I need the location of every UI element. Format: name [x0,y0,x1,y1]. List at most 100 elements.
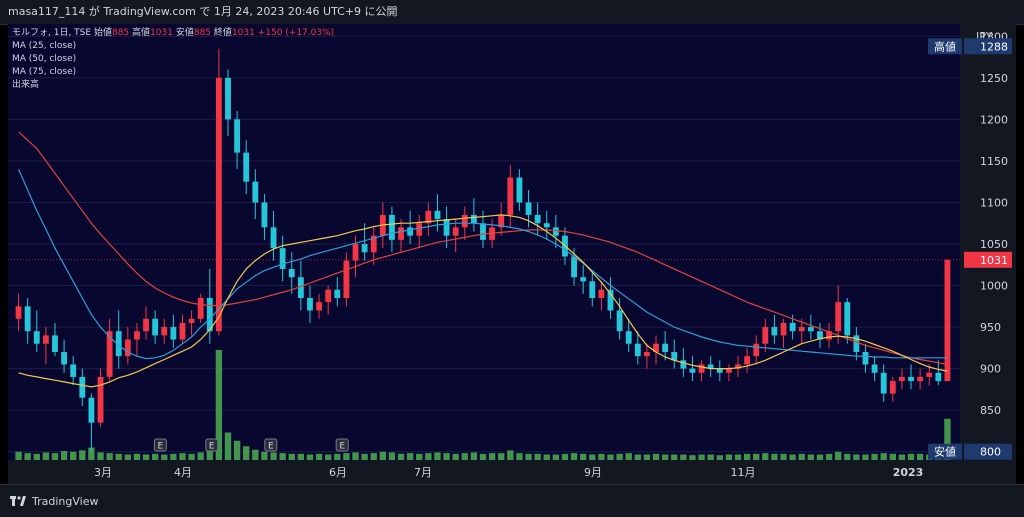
earnings-marker[interactable]: E [335,438,349,452]
volume-bar [79,450,86,460]
volume-bar [379,451,387,460]
volume-bar [853,454,860,460]
tradingview-logo[interactable]: TradingView [10,494,98,508]
candle-body [607,289,614,311]
candle-body [152,318,159,336]
candle-body [143,318,149,332]
moving-averages [18,131,948,388]
legend-ma75[interactable]: MA (75, close) [12,67,77,77]
volume-bar [789,454,796,460]
volume-bar [652,453,660,460]
price-tick: 850 [980,404,1001,417]
earnings-marker[interactable]: E [205,438,219,452]
candle-body [898,376,905,382]
price-tick: 1100 [980,196,1008,209]
ma50-line [18,168,948,360]
candle-body [252,181,259,203]
candle-body [653,343,659,352]
volume-bar [60,451,68,460]
candle-body [498,214,505,228]
candle-body [452,227,459,236]
volume-bar [151,453,159,460]
volume-bar [488,453,496,460]
legend-high-label: 高値 [132,28,151,38]
earnings-marker[interactable]: E [264,438,278,452]
volume-bar [607,454,614,460]
earnings-marker[interactable]: E [153,438,167,452]
volume-bar [889,453,896,460]
candle-body [798,327,805,332]
volume-bar [771,453,778,460]
price-marker: 安値 800 [928,443,1012,460]
legend-ma50[interactable]: MA (50, close) [12,54,77,64]
candle-body [698,364,705,373]
candle-body [197,298,204,319]
volume-bar [370,453,377,460]
volume-bar [798,453,805,460]
candle-body [735,364,741,369]
candle-body [753,343,760,357]
legend-ma25[interactable]: MA (25, close) [12,41,77,51]
price-marker-value: 800 [980,446,1001,459]
candle-body [161,327,168,336]
legend-open-value: 885 [111,28,130,38]
candle-body [880,372,887,394]
volume-bar [516,453,523,460]
candle-body [288,268,295,278]
candle-body [552,227,559,236]
volume-bar [33,453,40,460]
volume-bar [552,454,560,460]
volume-bar [416,453,423,460]
candle-body [853,335,860,352]
candle-body [935,372,942,382]
candle-body [598,289,605,298]
candle-body [826,331,832,340]
legend-close-label: 終値 [213,28,232,38]
volume-bar [461,453,468,460]
legend-low-label: 安値 [175,28,194,38]
legend-volume[interactable]: 出来高 [12,80,40,90]
candle-body [789,322,796,332]
volume-bar [288,453,295,460]
legend-change: +150 (+17.03%) [257,28,335,38]
volume-bar [270,452,277,460]
volume-bar [170,453,177,460]
volume-bar [397,453,405,460]
candle-body [516,177,523,203]
candle-body [744,356,751,365]
legend-symbol: モルフォ, 1日, TSE [12,28,92,38]
candle-body [616,310,623,332]
candle-body [844,302,851,336]
volume-bar [452,453,459,460]
candle-body [443,219,450,236]
candle-body [817,331,823,340]
candle-body [662,343,669,352]
volume-bar [725,454,733,460]
volume-bar [261,451,268,460]
candle-body [407,227,414,236]
ma25-line [18,214,948,388]
candle-body [352,244,359,261]
volume-bar [862,454,869,460]
volume-bar [661,454,669,460]
volume-bar [297,453,305,460]
price-tick: 1000 [980,280,1008,293]
candle-body [889,381,896,394]
price-tick: 1050 [980,238,1008,251]
candle-body [370,235,377,253]
volume-bar [324,454,332,460]
candle-body [480,223,486,240]
candle-body [461,214,468,228]
time-axis[interactable] [8,460,960,484]
volume-bar [315,453,323,460]
candle-body [525,202,532,215]
volume-bar [343,453,350,460]
price-tick: 1250 [980,72,1008,85]
candle-body [124,339,131,357]
volume-bar [142,454,150,460]
volume-bar [115,453,122,460]
volume-bar [743,453,751,460]
